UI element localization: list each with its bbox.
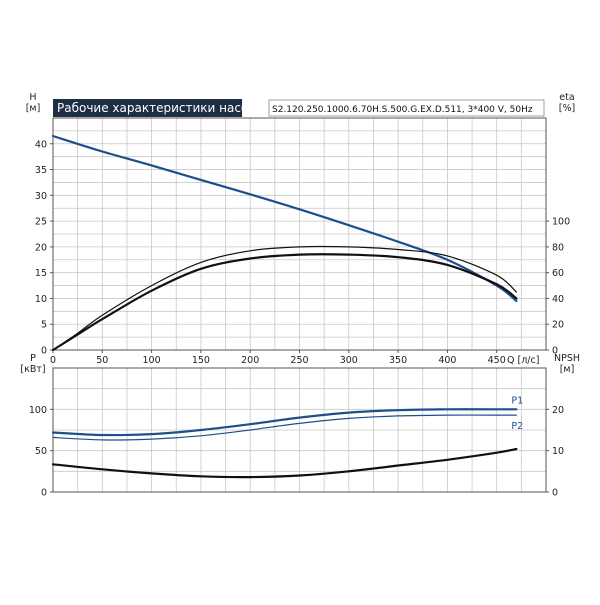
left-tick-label: 0	[41, 346, 47, 357]
left-axis-unit: [м]	[26, 103, 41, 114]
plot-frame	[52, 367, 547, 493]
right-tick-label: 20	[552, 320, 564, 331]
left-tick-label: 35	[35, 165, 47, 176]
left-tick-label: 25	[35, 217, 47, 228]
x-tick-label: 200	[241, 355, 259, 366]
left-tick-label: 5	[41, 320, 47, 331]
title-background	[53, 99, 242, 117]
left-axis-label: P	[30, 353, 36, 364]
right-tick-label: 100	[552, 217, 570, 228]
right-axis-label: NPSH	[554, 353, 580, 364]
series-line-p1	[51, 408, 518, 437]
x-axis-label: Q [л/с]	[507, 355, 539, 366]
x-tick-label: 250	[290, 355, 308, 366]
left-tick-label: 10	[35, 294, 47, 305]
right-tick-label: 0	[552, 488, 558, 499]
right-axis-label: eta	[559, 92, 574, 103]
series-line-panel1-s2	[51, 447, 518, 479]
series-line-p2	[52, 414, 517, 441]
right-tick-label: 0	[552, 346, 558, 357]
model-label: S2.120.250.1000.6.70H.S.500.G.EX.D.511, …	[272, 105, 533, 115]
x-tick-label: 450	[488, 355, 506, 366]
x-tick-label: 400	[438, 355, 456, 366]
right-axis-unit: [м]	[560, 364, 575, 375]
right-tick-label: 60	[552, 268, 564, 279]
x-tick-label: 100	[143, 355, 161, 366]
series-line-panel0-s0	[51, 134, 518, 303]
x-tick-label: 150	[192, 355, 210, 366]
right-tick-label: 20	[552, 405, 564, 416]
left-axis-label: H	[29, 92, 36, 103]
chart-title: Рабочие характеристики насоса	[57, 101, 262, 115]
model-box	[268, 99, 545, 117]
left-tick-label: 30	[35, 191, 47, 202]
left-tick-label: 20	[35, 242, 47, 253]
series-label-p1: P1	[511, 395, 523, 406]
series-line-panel0-s2	[51, 253, 518, 352]
left-tick-label: 40	[35, 139, 47, 150]
series-label-p2: P2	[511, 421, 523, 432]
right-tick-label: 40	[552, 294, 564, 305]
left-tick-label: 0	[41, 488, 47, 499]
x-tick-label: 350	[389, 355, 407, 366]
right-axis-unit: [%]	[559, 103, 575, 114]
right-tick-label: 80	[552, 242, 564, 253]
left-tick-label: 15	[35, 268, 47, 279]
left-tick-label: 50	[35, 446, 47, 457]
x-tick-label: 300	[340, 355, 358, 366]
right-tick-label: 10	[552, 446, 564, 457]
left-axis-unit: [кВт]	[20, 364, 45, 375]
x-tick-label: 50	[96, 355, 108, 366]
x-tick-label: 0	[50, 355, 56, 366]
left-tick-label: 100	[29, 405, 47, 416]
series-line-panel0-s1	[52, 245, 517, 351]
